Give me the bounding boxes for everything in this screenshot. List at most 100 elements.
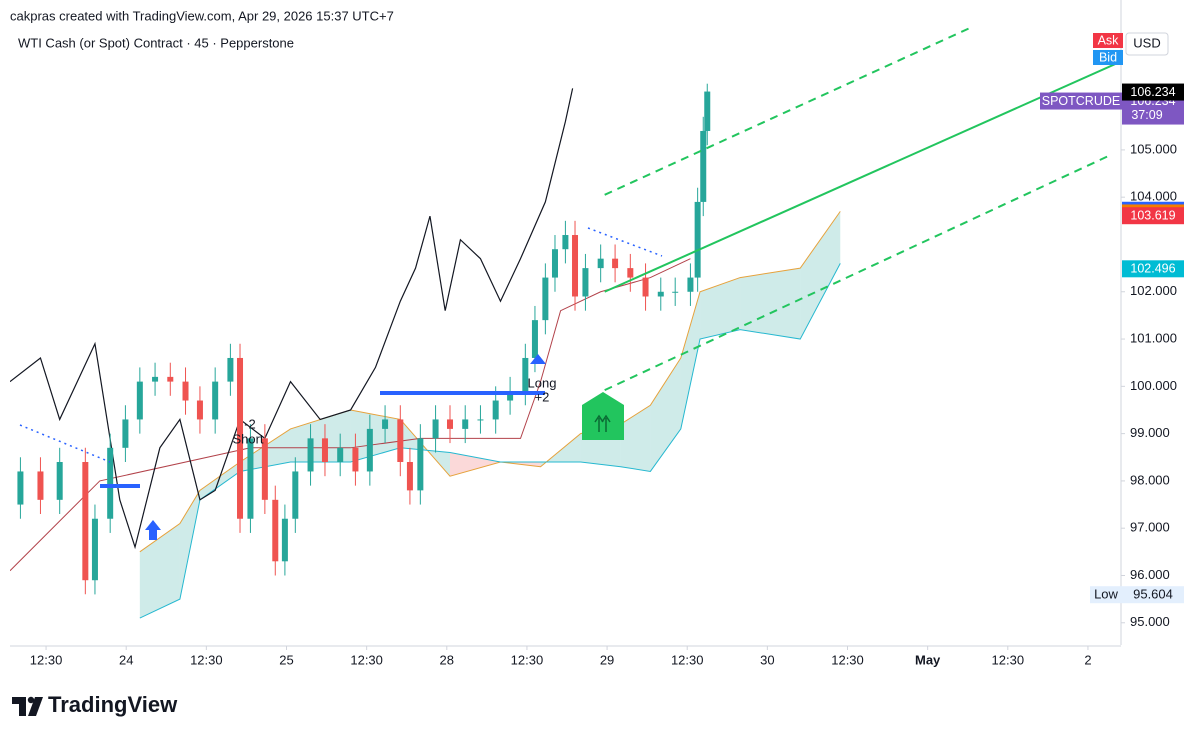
dotted-trend bbox=[19, 424, 111, 463]
candle-body bbox=[542, 277, 549, 321]
buy-arrow bbox=[145, 520, 161, 540]
drawings: Long +2 -2 Short bbox=[19, 26, 1120, 540]
candle-body bbox=[417, 438, 424, 491]
y-tick-label: 97.000 bbox=[1130, 520, 1170, 535]
candle-body bbox=[406, 461, 413, 491]
countdown: 37:09 bbox=[1131, 108, 1162, 122]
x-tick-label: 12:30 bbox=[350, 652, 383, 667]
candle-body bbox=[572, 235, 579, 297]
plot-area: Long +2 -2 Short bbox=[10, 26, 1120, 619]
currency-box[interactable] bbox=[1125, 32, 1169, 56]
candle-body bbox=[352, 447, 359, 472]
x-tick-label: 28 bbox=[440, 652, 454, 667]
dotted-trend bbox=[587, 227, 663, 257]
y-tick-label: 100.000 bbox=[1130, 378, 1177, 393]
candle-body bbox=[627, 268, 634, 278]
ask-box bbox=[1093, 33, 1123, 48]
annotation: Long bbox=[528, 375, 557, 390]
candle-body bbox=[531, 320, 538, 358]
cloud-segment bbox=[700, 277, 741, 340]
price-tag bbox=[1122, 83, 1184, 101]
candles bbox=[17, 83, 711, 595]
candle-body bbox=[82, 461, 89, 581]
candle-body bbox=[227, 357, 234, 382]
candle-body bbox=[694, 201, 701, 278]
bid: Bid bbox=[1099, 50, 1117, 64]
y-tick-label: 101.000 bbox=[1130, 330, 1177, 345]
y-tick-label: 98.000 bbox=[1130, 472, 1170, 487]
candle-body bbox=[196, 400, 203, 420]
currency[interactable]: USD bbox=[1133, 35, 1160, 50]
trend-line bbox=[604, 154, 1111, 392]
candle-body bbox=[522, 357, 529, 392]
candle-body bbox=[551, 249, 558, 278]
brand: TradingView bbox=[48, 692, 178, 717]
candle-body bbox=[247, 438, 254, 519]
trend-line bbox=[604, 61, 1120, 293]
cloud-segment bbox=[800, 211, 841, 340]
x-tick-label: 24 bbox=[119, 652, 133, 667]
price-tag-label: 106.234 bbox=[1130, 85, 1175, 99]
logo-mark bbox=[12, 697, 26, 716]
span-b bbox=[139, 263, 841, 619]
candle-body bbox=[152, 376, 159, 382]
candle-body bbox=[562, 235, 569, 250]
y-tick-label: 99.000 bbox=[1130, 425, 1170, 440]
candle-body bbox=[237, 357, 244, 519]
candle-body bbox=[382, 419, 389, 429]
candle-body bbox=[462, 419, 469, 429]
x-tick-label: 30 bbox=[760, 652, 774, 667]
symbol-name: SPOTCRUDE bbox=[1042, 94, 1120, 108]
cloud bbox=[139, 211, 841, 619]
cloud-segment bbox=[650, 357, 681, 472]
candle-body bbox=[492, 400, 499, 420]
candle-body bbox=[321, 438, 328, 462]
candle-body bbox=[292, 471, 299, 519]
trend-line bbox=[604, 26, 971, 196]
candle-body bbox=[281, 518, 288, 562]
span-a bbox=[139, 211, 841, 553]
x-tick-label: 29 bbox=[600, 652, 614, 667]
logo-mark bbox=[27, 696, 35, 704]
candle-body bbox=[107, 447, 114, 519]
candle-body bbox=[307, 438, 314, 472]
candle-body bbox=[687, 277, 694, 292]
candle-body bbox=[477, 419, 484, 421]
candle-body bbox=[91, 518, 98, 581]
y-tick-label: 102.000 bbox=[1130, 283, 1177, 298]
low-tag-box bbox=[1090, 586, 1122, 604]
annotation: +2 bbox=[535, 389, 550, 404]
cloud-segment bbox=[290, 409, 351, 462]
price-tag bbox=[1122, 207, 1184, 225]
cloud-segment bbox=[139, 523, 180, 619]
candle-body bbox=[56, 461, 63, 500]
cloud-segment bbox=[199, 461, 241, 500]
candle-body bbox=[597, 258, 604, 269]
candle-body bbox=[704, 91, 711, 131]
credit: cakpras created with TradingView.com, Ap… bbox=[10, 8, 394, 23]
candle-body bbox=[657, 291, 664, 297]
candle-body bbox=[182, 381, 189, 401]
annotation: -2 bbox=[244, 416, 256, 431]
cloud-segment bbox=[680, 291, 701, 429]
candle-body bbox=[261, 438, 268, 500]
x-tick-label: 12:30 bbox=[30, 652, 63, 667]
candle-body bbox=[272, 499, 279, 562]
price-tag-label: 102.496 bbox=[1130, 262, 1175, 276]
x-tick-label: 12:30 bbox=[831, 652, 864, 667]
x-tick-label: 25 bbox=[279, 652, 293, 667]
lagging-line bbox=[10, 88, 574, 550]
candle-body bbox=[366, 428, 373, 472]
candle-body bbox=[507, 391, 514, 401]
y-tick-label: 104.000 bbox=[1130, 189, 1177, 204]
candle-body bbox=[582, 268, 589, 297]
cloud-segment bbox=[620, 405, 651, 472]
x-tick-label: 12:30 bbox=[511, 652, 544, 667]
low-tag bbox=[1122, 586, 1184, 604]
candle-body bbox=[642, 277, 649, 297]
signal-box bbox=[582, 392, 624, 440]
x-tick-label: 12:30 bbox=[671, 652, 704, 667]
candle-body bbox=[136, 381, 143, 420]
cloud-segment bbox=[740, 268, 801, 340]
